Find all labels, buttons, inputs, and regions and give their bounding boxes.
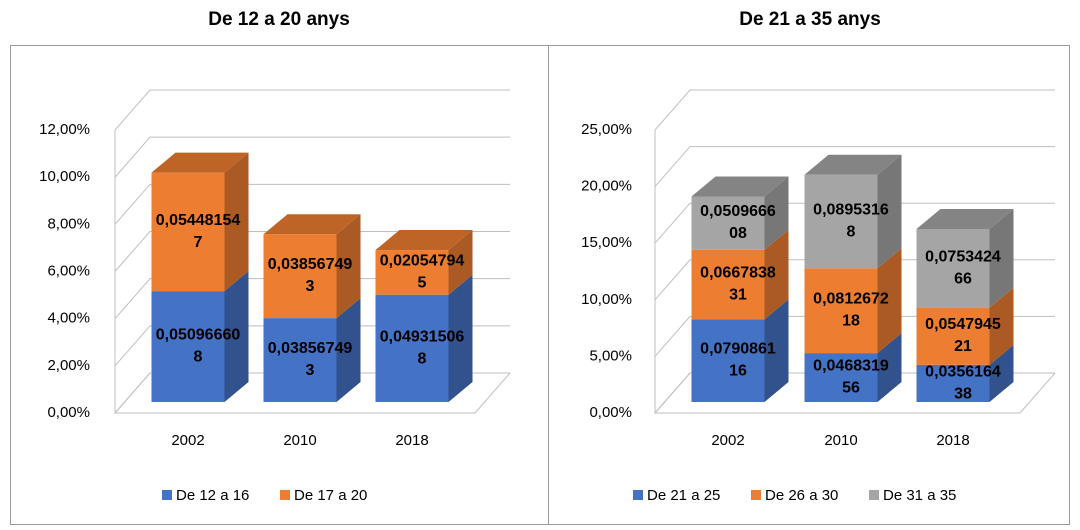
bar-side [877,154,902,269]
data-label: 0,03856749 3 [268,256,353,295]
data-label: 0,0753424 66 [925,249,1001,288]
data-label: 0,0468319 56 [813,358,889,397]
y-tick-label: 15,00% [581,234,632,251]
bar-front [263,234,337,319]
bar-side [877,248,902,354]
data-label: 0,02054794 5 [380,253,465,292]
bar-front [916,228,990,308]
grid-line [654,146,1055,187]
data-label: 0,0812672 18 [813,291,889,330]
grid-line [114,183,510,225]
bar-front [263,318,337,402]
legend-label: De 21 a 25 [647,487,720,504]
bar-front [691,249,765,320]
bar-top [916,208,1014,229]
x-tick-label: 2010 [824,432,857,449]
legend-label: De 12 a 16 [176,487,249,504]
bar-front [151,291,225,402]
bar-side [989,287,1014,365]
x-tick-label: 2010 [283,432,316,449]
x-tick-label: 2018 [936,432,969,449]
x-tick-label: 2002 [171,432,204,449]
bar-front [375,250,449,295]
y-tick-label: 6,00% [47,262,90,279]
legend-label: De 26 a 30 [765,487,838,504]
y-tick-label: 25,00% [581,121,632,138]
legend-swatch [280,490,290,500]
data-label: 0,0356164 38 [925,364,1001,403]
x-tick-label: 2002 [711,432,744,449]
bar-front [804,174,878,269]
bar-side [448,274,473,402]
y-tick-label: 10,00% [39,168,90,185]
bar-side [224,271,249,402]
y-tick-label: 8,00% [47,215,90,232]
panel-border [548,45,1070,525]
bar-front [916,364,990,402]
y-tick-label: 0,00% [589,404,632,421]
grid-line [654,202,1055,244]
data-label: 0,03856749 3 [268,340,353,379]
y-tick-label: 2,00% [47,357,90,374]
bar-top [804,154,902,175]
chart-title: De 12 a 20 anys [208,9,350,30]
grid-line [114,231,510,272]
bar-side [336,214,361,319]
data-label: 0,04931506 8 [380,329,465,368]
x-tick-label: 2018 [395,432,428,449]
legend-swatch [751,490,761,500]
bar-side [224,152,249,292]
legend-label: De 17 a 20 [294,487,367,504]
bar-side [336,298,361,402]
y-tick-label: 4,00% [47,310,90,327]
bar-top [263,214,361,235]
chart-title: De 21 a 35 anys [739,9,881,30]
bar-front [804,268,878,354]
legend-swatch [869,490,879,500]
y-tick-label: 0,00% [47,404,90,421]
bar-front [691,196,765,250]
axis-wall [114,130,151,415]
axis-wall [654,130,691,415]
bar-top [375,230,473,251]
bar-front [916,307,990,365]
data-label: 0,0790861 16 [700,341,776,380]
y-tick-label: 20,00% [581,178,632,195]
floor [115,372,511,414]
bar-side [877,333,902,402]
bar-front [804,353,878,402]
bar-side [989,344,1014,402]
data-label: 0,0667838 31 [700,265,776,304]
grid-line [654,89,1055,131]
bar-side [764,229,789,320]
grid-line [114,89,510,131]
data-label: 0,0547945 21 [925,316,1001,355]
grid-line [114,136,510,178]
bar-top [151,152,249,173]
bar-side [448,230,473,295]
bar-front [151,172,225,292]
y-tick-label: 5,00% [589,347,632,364]
bar-side [764,176,789,250]
bar-front [691,319,765,402]
y-tick-label: 10,00% [581,291,632,308]
y-tick-label: 12,00% [39,121,90,138]
legend-swatch [633,490,643,500]
bar-front [375,294,449,402]
legend-swatch [162,490,172,500]
floor [655,372,1056,414]
bar-top [691,176,789,197]
bar-side [764,299,789,402]
legend-label: De 31 a 35 [883,487,956,504]
bar-side [989,208,1014,308]
data-label: 0,0895316 8 [813,202,889,241]
data-label: 0,05448154 7 [156,212,241,251]
